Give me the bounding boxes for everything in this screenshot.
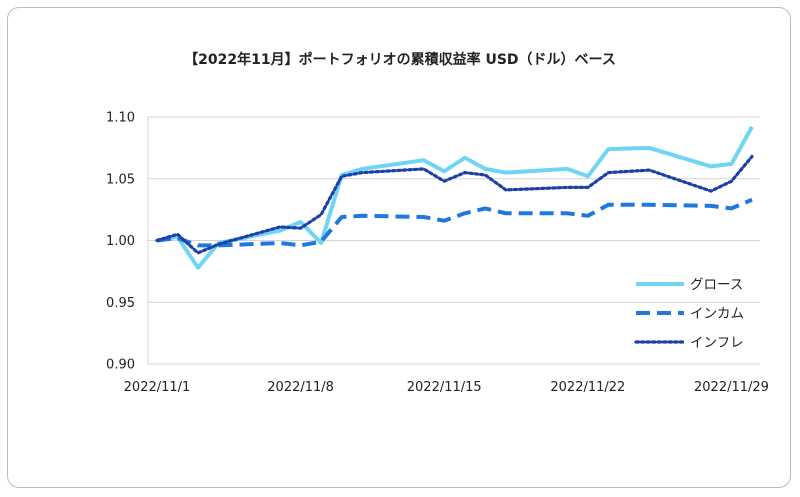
series-line-1 [156, 125, 754, 270]
y-tick-label: 0.95 [106, 296, 135, 311]
x-tick-label: 2022/11/15 [407, 380, 482, 395]
legend-label: グロース [690, 277, 743, 293]
plot-area [155, 125, 754, 270]
legend-label: インカム [690, 306, 744, 322]
x-tick-label: 2022/11/29 [694, 380, 769, 395]
y-tick-label: 1.10 [106, 111, 135, 126]
x-axis: 2022/11/1 2022/11/8 2022/11/15 2022/11/22 20… [124, 380, 769, 395]
y-tick-label: 0.90 [106, 358, 135, 373]
grid [147, 116, 760, 365]
x-tick-label: 2022/11/22 [550, 380, 625, 395]
chart-frame [7, 7, 791, 488]
chart-title: 【2022年11月】ポートフォリオの累積収益率 USD（ドル）ベース [184, 51, 616, 68]
series-line-2 [156, 197, 753, 248]
y-tick-label: 1.00 [106, 234, 135, 249]
x-tick-label: 2022/11/8 [267, 380, 334, 395]
series-line-3 [155, 154, 754, 255]
y-tick-label: 1.05 [106, 172, 135, 187]
x-tick-label: 2022/11/1 [124, 380, 191, 395]
legend-label: インフレ [690, 335, 744, 351]
y-axis: 1.10 1.05 1.00 0.95 0.90 [106, 111, 135, 373]
